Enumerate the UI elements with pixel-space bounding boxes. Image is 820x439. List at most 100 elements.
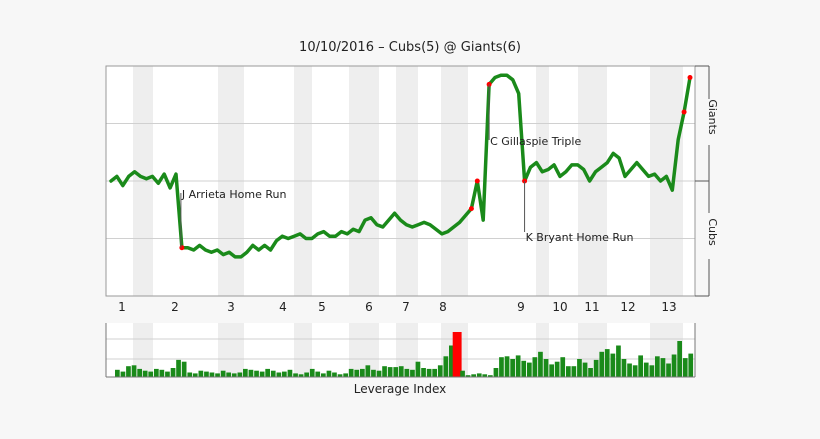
key-play-point[interactable] [179,245,185,251]
top-team-label: Giants [706,99,719,135]
leverage-bar [643,362,649,377]
annotation-label: J Arrieta Home Run [181,188,287,201]
inning-label: 8 [439,300,447,314]
key-play-point[interactable] [687,75,693,80]
leverage-bar [421,368,426,377]
leverage-bar [549,364,554,377]
leverage-bar [560,357,566,377]
leverage-bar [226,372,231,377]
leverage-bar [677,341,682,377]
leverage-bar [671,354,677,377]
leverage-bar [532,357,538,377]
leverage-bar [148,371,154,377]
leverage-bar-highlight [452,332,462,377]
inning-label: 9 [517,300,525,314]
leverage-bar [527,362,532,377]
leverage-index-label: Leverage Index [354,382,446,396]
leverage-bar [220,370,226,377]
leverage-bar [204,371,209,377]
leverage-bar [393,367,399,377]
leverage-bar [165,371,170,377]
leverage-bar [215,373,220,377]
inning-band [294,323,312,377]
inning-label: 13 [661,300,676,314]
leverage-bar [126,366,131,377]
leverage-bar [354,369,360,377]
inning-band [133,323,153,377]
inning-band [396,323,418,377]
leverage-bar [170,368,176,377]
chart-title: 10/10/2016 – Cubs(5) @ Giants(6) [299,40,521,55]
key-play-point[interactable] [681,109,687,115]
leverage-bar [593,359,599,377]
leverage-bar [577,359,582,377]
leverage-bar [510,359,515,377]
leverage-bar [142,370,148,377]
leverage-bar [571,366,577,377]
leverage-bar [192,373,198,377]
leverage-bar [270,370,276,377]
inning-label: 4 [279,300,287,314]
leverage-bar [688,353,694,377]
leverage-bar [610,353,616,377]
inning-label: 2 [171,300,179,314]
leverage-bar [515,355,521,377]
leverage-bar [387,367,393,377]
leverage-bar [304,372,309,377]
leverage-bar [443,356,449,377]
inning-label: 10 [552,300,567,314]
leverage-bar [604,349,610,377]
key-play-point[interactable] [474,178,480,184]
inning-label: 1 [118,300,126,314]
key-play-point[interactable] [468,206,474,212]
leverage-bar [638,355,643,377]
leverage-plot-axes [105,323,696,378]
leverage-bar [682,358,688,377]
leverage-bar [293,373,298,377]
leverage-bar [243,368,248,377]
leverage-bar [376,370,382,377]
leverage-bar [198,370,204,377]
inning-band [218,323,244,377]
bottom-team-label: Cubs [706,218,719,246]
leverage-bar [298,374,304,377]
inning-label: 5 [318,300,326,314]
leverage-bar [404,368,410,377]
leverage-bar [159,369,165,377]
inning-label: 12 [620,300,635,314]
inning-label: 11 [584,300,599,314]
leverage-bar [337,374,343,377]
leverage-bar [348,368,354,377]
leverage-bar [504,356,510,377]
leverage-bar [660,358,666,377]
leverage-bar [115,369,120,377]
leverage-bar [287,369,293,377]
annotation-label: C Gillaspie Triple [490,135,581,148]
annotation-label: K Bryant Home Run [526,231,634,244]
leverage-bar [632,365,638,377]
win-probability-series [109,73,692,259]
leverage-bar [493,368,499,377]
win-probability-line [109,73,692,259]
leverage-bar [471,374,476,377]
leverage-bar [599,351,605,377]
leverage-bar [120,371,126,377]
leverage-bar [371,369,376,377]
leverage-bar [460,370,465,377]
leverage-bar [476,373,482,377]
leverage-bar [415,361,421,377]
leverage-bar [237,372,243,377]
leverage-bar [137,368,142,377]
leverage-bar [465,375,471,377]
leverage-bar [187,372,193,377]
leverage-bar [176,359,181,377]
main-plot-gridlines [106,123,695,239]
inning-label: 7 [402,300,410,314]
leverage-bar [655,356,660,377]
leverage-bar [231,373,237,377]
leverage-bar [154,368,159,377]
leverage-bar [554,361,560,377]
leverage-bar [131,365,137,377]
leverage-bar [521,360,527,377]
